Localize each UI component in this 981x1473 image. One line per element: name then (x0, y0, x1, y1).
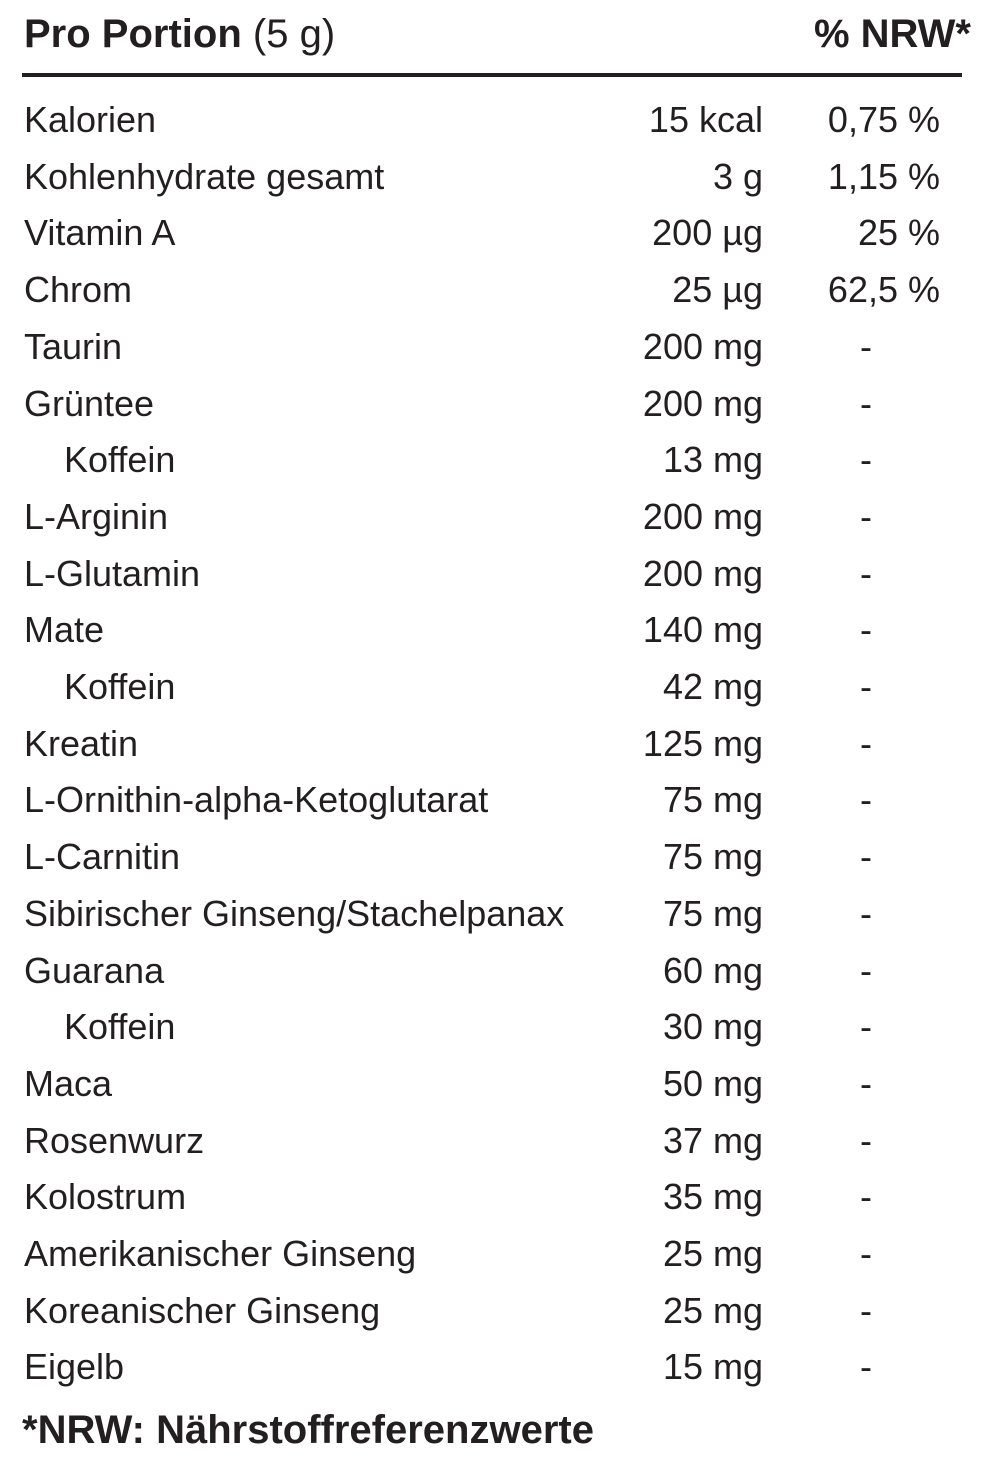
row-nrw: 1,15 % (827, 155, 940, 197)
row-name: Eigelb (24, 1346, 125, 1388)
header-rule (22, 73, 962, 77)
row-name: L-Arginin (24, 495, 169, 537)
row-nrw: - (860, 1062, 872, 1104)
row-nrw: - (860, 1119, 872, 1161)
row-name: Vitamin A (24, 212, 176, 254)
row-name: Kalorien (24, 99, 157, 140)
row-name: L-Glutamin (24, 552, 201, 594)
row-amount: 3 g (712, 155, 763, 197)
row-nrw: - (860, 439, 872, 481)
row-amount: 37 mg (662, 1119, 763, 1161)
row-amount: 125 mg (642, 722, 763, 764)
row-amount: 60 mg (662, 949, 763, 991)
row-nrw: - (860, 1176, 872, 1218)
row-name: Maca (24, 1062, 113, 1104)
header-title-line: Pro Portion (5 g) (24, 14, 335, 54)
row-name: Koreanischer Ginseng (24, 1289, 381, 1331)
row-amount: 200 mg (642, 382, 763, 424)
row-name: Sibirischer Ginseng/Stachelpanax (24, 892, 565, 934)
row-amount: 75 mg (662, 836, 763, 878)
row-nrw: - (860, 722, 872, 764)
row-amount: 30 mg (662, 1006, 763, 1048)
row-amount: 15 kcal (648, 99, 763, 140)
row-nrw: - (860, 1289, 872, 1331)
row-nrw: 62,5 % (827, 269, 940, 311)
row-name: Koffein (64, 666, 176, 707)
row-name: L-Ornithin-alpha-Ketoglutarat (24, 779, 489, 821)
header-serving: (5 g) (252, 12, 336, 56)
row-amount: 75 mg (662, 779, 763, 821)
row-name: Kohlenhydrate gesamt (24, 155, 385, 197)
row-name: Rosenwurz (24, 1119, 205, 1161)
row-name: Guarana (24, 949, 165, 991)
row-amount: 15 mg (662, 1346, 763, 1388)
row-nrw: - (860, 1346, 872, 1388)
row-amount: 50 mg (662, 1062, 763, 1104)
row-nrw: - (860, 495, 872, 537)
row-name: L-Carnitin (24, 836, 181, 878)
row-amount: 200 mg (642, 325, 763, 367)
row-nrw: 25 % (857, 212, 940, 254)
row-amount: 25 µg (672, 269, 763, 311)
row-amount: 25 mg (662, 1233, 763, 1274)
row-name: Grüntee (24, 382, 155, 424)
row-name: Koffein (64, 1006, 176, 1048)
row-name: Kreatin (24, 722, 139, 764)
header-nrw: % NRW* (813, 12, 971, 56)
row-name: Mate (24, 609, 105, 651)
row-nrw: - (860, 382, 872, 424)
row-nrw: - (860, 552, 872, 594)
row-amount: 200 mg (642, 552, 763, 594)
row-nrw: - (860, 1006, 872, 1048)
row-nrw: - (860, 609, 872, 651)
row-nrw: - (860, 779, 872, 821)
footer: *NRW: Nährstoffreferenzwerte (22, 1408, 594, 1452)
row-amount: 200 µg (652, 212, 763, 254)
row-amount: 200 mg (642, 495, 763, 537)
row-name: Amerikanischer Ginseng (24, 1233, 417, 1274)
row-name: Kolostrum (24, 1176, 187, 1218)
row-amount: 42 mg (662, 666, 763, 707)
row-amount: 140 mg (642, 609, 763, 651)
row-nrw: - (860, 1233, 872, 1274)
row-name: Koffein (64, 439, 176, 481)
row-nrw: - (860, 949, 872, 991)
header-title: Pro Portion (24, 12, 242, 56)
row-nrw: 0,75 % (827, 99, 940, 140)
row-amount: 35 mg (662, 1176, 763, 1218)
row-amount: 75 mg (662, 892, 763, 934)
row-name: Taurin (24, 325, 123, 367)
row-nrw: - (860, 836, 872, 878)
row-nrw: - (860, 666, 872, 707)
row-amount: 13 mg (662, 439, 763, 481)
row-name: Chrom (24, 269, 133, 311)
row-nrw: - (860, 325, 872, 367)
row-nrw: - (860, 892, 872, 934)
row-amount: 25 mg (662, 1289, 763, 1331)
